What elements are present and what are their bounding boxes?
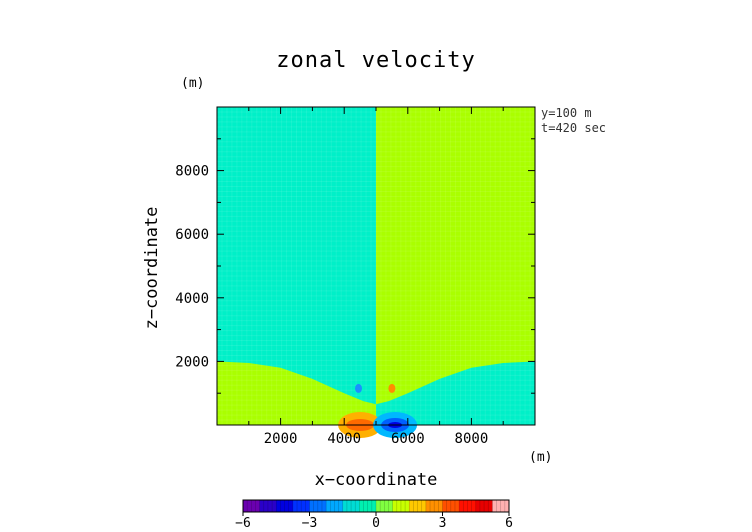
x-tick-label: 8000 — [455, 431, 489, 447]
z-axis-unit: (m) — [181, 76, 205, 91]
colorbar-tick-label: −3 — [302, 516, 318, 531]
colorbar-tick-label: 3 — [439, 516, 447, 531]
chart-title: zonal velocity — [276, 48, 476, 73]
colorbar-segment — [243, 500, 261, 512]
small-negative-cell — [355, 383, 363, 393]
small-positive-cell — [388, 383, 396, 393]
colorbar-segment — [342, 500, 360, 512]
colorbar-segment — [459, 500, 477, 512]
colorbar-segment — [376, 500, 394, 512]
x-tick-label: 6000 — [391, 431, 425, 447]
region-lower-right — [376, 361, 535, 425]
colorbar-tick-label: 0 — [372, 516, 380, 531]
colorbar-tick-label: 6 — [505, 516, 513, 531]
colorbar-segment — [259, 500, 277, 512]
colorbar-segment — [292, 500, 310, 512]
region-lower-left — [217, 361, 376, 425]
colorbar-segment — [276, 500, 294, 512]
colorbar-segment — [475, 500, 493, 512]
colorbar-segment — [409, 500, 427, 512]
annotation-y: y=100 m — [541, 106, 592, 120]
colorbar-segment — [492, 500, 510, 512]
colorbar-segment — [326, 500, 344, 512]
x-axis-label: x−coordinate — [314, 470, 438, 490]
colorbar-tick-label: −6 — [235, 516, 251, 531]
x-axis-unit: (m) — [529, 450, 553, 465]
annotation-time: t=420 sec — [541, 121, 607, 135]
colorbar-segment — [442, 500, 460, 512]
colorbar-segment — [359, 500, 377, 512]
colorbar-segment — [309, 500, 327, 512]
y-tick-label: 8000 — [175, 164, 209, 180]
colorbar-segment — [392, 500, 410, 512]
y-tick-label: 4000 — [175, 291, 209, 307]
x-tick-label: 2000 — [264, 431, 298, 447]
colorbar-segment — [425, 500, 443, 512]
y-tick-label: 2000 — [175, 354, 209, 370]
x-tick-label: 4000 — [327, 431, 361, 447]
y-tick-label: 6000 — [175, 227, 209, 243]
